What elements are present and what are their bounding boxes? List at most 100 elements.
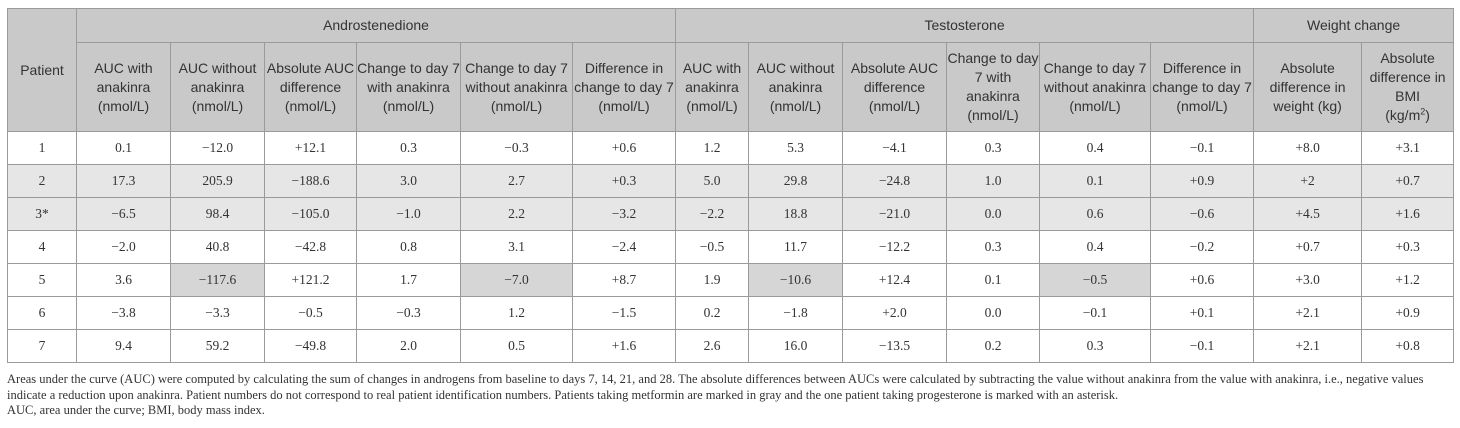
table-row: 7 9.4 59.2 −49.8 2.0 0.5 +1.6 2.6 16.0 −13.5 0.2 0.…	[7, 329, 1455, 363]
value-cell: +1.2	[1361, 263, 1455, 297]
value-cell: +0.6	[1149, 263, 1255, 297]
value-cell: 0.4	[1039, 230, 1151, 264]
value-cell: +8.7	[572, 263, 676, 297]
value-cell: 0.3	[356, 131, 461, 165]
patient-cell: 4	[7, 230, 77, 264]
header-testo-auc-with: AUC with anakinra (nmol/L)	[675, 42, 749, 132]
header-testo-auc-diff: Absolute AUC difference (nmol/L)	[842, 42, 947, 132]
value-cell: +121.2	[264, 263, 357, 297]
header-testo-change-without: Change to day 7 without anakinra (nmol/L…	[1039, 42, 1151, 132]
value-cell: 9.4	[76, 329, 171, 363]
value-cell: 11.7	[748, 230, 843, 264]
value-cell: +0.7	[1253, 230, 1363, 264]
header-andro-change-diff: Difference in change to day 7 (nmol/L)	[572, 42, 676, 132]
value-cell: 1.2	[675, 131, 749, 165]
value-cell: 29.8	[748, 164, 843, 198]
value-cell: −42.8	[264, 230, 357, 264]
table-row: 2 17.3 205.9 −188.6 3.0 2.7 +0.3 5.0 29.8 −24.8 1.…	[7, 164, 1455, 198]
table-row: 3* −6.5 98.4 −105.0 −1.0 2.2 −3.2 −2.2 18.8 −21.0…	[7, 197, 1455, 231]
value-cell: +0.9	[1149, 164, 1255, 198]
value-cell: +0.3	[572, 164, 676, 198]
header-patient: Patient	[7, 8, 77, 132]
value-cell: 0.1	[76, 131, 171, 165]
value-cell: 0.2	[946, 329, 1040, 363]
value-cell: −2.0	[76, 230, 171, 264]
header-andro-change-with: Change to day 7 with anakinra (nmol/L)	[356, 42, 461, 132]
value-cell: 98.4	[170, 197, 265, 231]
header-testo-change-diff: Difference in change to day 7 (nmol/L)	[1149, 42, 1255, 132]
value-cell: 5.3	[748, 131, 843, 165]
patient-cell: 1	[7, 131, 77, 165]
header-bmi-unit-close: )	[1425, 107, 1430, 123]
header-testo-change-with: Change to day 7 with anakinra (nmol/L)	[946, 42, 1040, 132]
value-cell: 59.2	[170, 329, 265, 363]
value-cell: 40.8	[170, 230, 265, 264]
value-cell: 0.3	[946, 230, 1040, 264]
value-cell: 0.1	[946, 263, 1040, 297]
header-group-weight-change: Weight change	[1253, 8, 1455, 43]
value-cell: −7.0	[460, 263, 573, 297]
footnote-abbreviations: AUC, area under the curve; BMI, body mas…	[7, 403, 265, 417]
value-cell: −49.8	[264, 329, 357, 363]
value-cell: +0.6	[572, 131, 676, 165]
value-cell: −1.8	[748, 296, 843, 330]
value-cell: −0.1	[1039, 296, 1151, 330]
value-cell: −2.4	[572, 230, 676, 264]
header-andro-auc-without: AUC without anakinra (nmol/L)	[170, 42, 265, 132]
header-bmi-unit-exponent: 2	[1420, 106, 1426, 117]
value-cell: 16.0	[748, 329, 843, 363]
data-table-container: Patient Androstenedione Testosterone Wei…	[7, 8, 1455, 363]
value-cell: −117.6	[170, 263, 265, 297]
value-cell: +2.1	[1253, 296, 1363, 330]
value-cell: 2.7	[460, 164, 573, 198]
value-cell: 2.0	[356, 329, 461, 363]
value-cell: −4.1	[842, 131, 947, 165]
value-cell: 0.8	[356, 230, 461, 264]
value-cell: −12.0	[170, 131, 265, 165]
patient-cell: 3*	[7, 197, 77, 231]
table-row: 6 −3.8 −3.3 −0.5 −0.3 1.2 −1.5 0.2 −1.8 +2.0 0.0 −0…	[7, 296, 1455, 330]
value-cell: +8.0	[1253, 131, 1363, 165]
header-andro-change-without: Change to day 7 without anakinra (nmol/L…	[460, 42, 573, 132]
value-cell: 0.2	[675, 296, 749, 330]
value-cell: 1.0	[946, 164, 1040, 198]
value-cell: +12.4	[842, 263, 947, 297]
value-cell: +2	[1253, 164, 1363, 198]
value-cell: 0.0	[946, 296, 1040, 330]
androgen-table: Patient Androstenedione Testosterone Wei…	[7, 8, 1455, 363]
value-cell: −13.5	[842, 329, 947, 363]
value-cell: 1.9	[675, 263, 749, 297]
value-cell: 0.3	[946, 131, 1040, 165]
patient-cell: 2	[7, 164, 77, 198]
value-cell: +0.1	[1149, 296, 1255, 330]
value-cell: −0.1	[1149, 131, 1255, 165]
value-cell: +1.6	[572, 329, 676, 363]
patient-cell: 6	[7, 296, 77, 330]
patient-cell: 5	[7, 263, 77, 297]
value-cell: −0.3	[356, 296, 461, 330]
value-cell: −1.0	[356, 197, 461, 231]
value-cell: −188.6	[264, 164, 357, 198]
value-cell: 0.3	[1039, 329, 1151, 363]
value-cell: 205.9	[170, 164, 265, 198]
value-cell: 0.4	[1039, 131, 1151, 165]
value-cell: 17.3	[76, 164, 171, 198]
value-cell: −21.0	[842, 197, 947, 231]
value-cell: +2.1	[1253, 329, 1363, 363]
header-bmi-diff: Absolute difference in BMI (kg/m2)	[1361, 42, 1455, 132]
value-cell: −0.3	[460, 131, 573, 165]
value-cell: +0.9	[1361, 296, 1455, 330]
value-cell: −0.5	[675, 230, 749, 264]
value-cell: 0.6	[1039, 197, 1151, 231]
value-cell: −3.2	[572, 197, 676, 231]
value-cell: −0.5	[264, 296, 357, 330]
value-cell: −0.6	[1149, 197, 1255, 231]
value-cell: 1.2	[460, 296, 573, 330]
value-cell: 0.0	[946, 197, 1040, 231]
value-cell: −105.0	[264, 197, 357, 231]
value-cell: −0.1	[1149, 329, 1255, 363]
table-row: 5 3.6 −117.6 +121.2 1.7 −7.0 +8.7 1.9 −10.6 +12.4…	[7, 263, 1455, 297]
header-weight-diff: Absolute difference in weight (kg)	[1253, 42, 1363, 132]
table-row: 1 0.1 −12.0 +12.1 0.3 −0.3 +0.6 1.2 5.3 −4.1 0.3 0.…	[7, 131, 1455, 165]
value-cell: 5.0	[675, 164, 749, 198]
